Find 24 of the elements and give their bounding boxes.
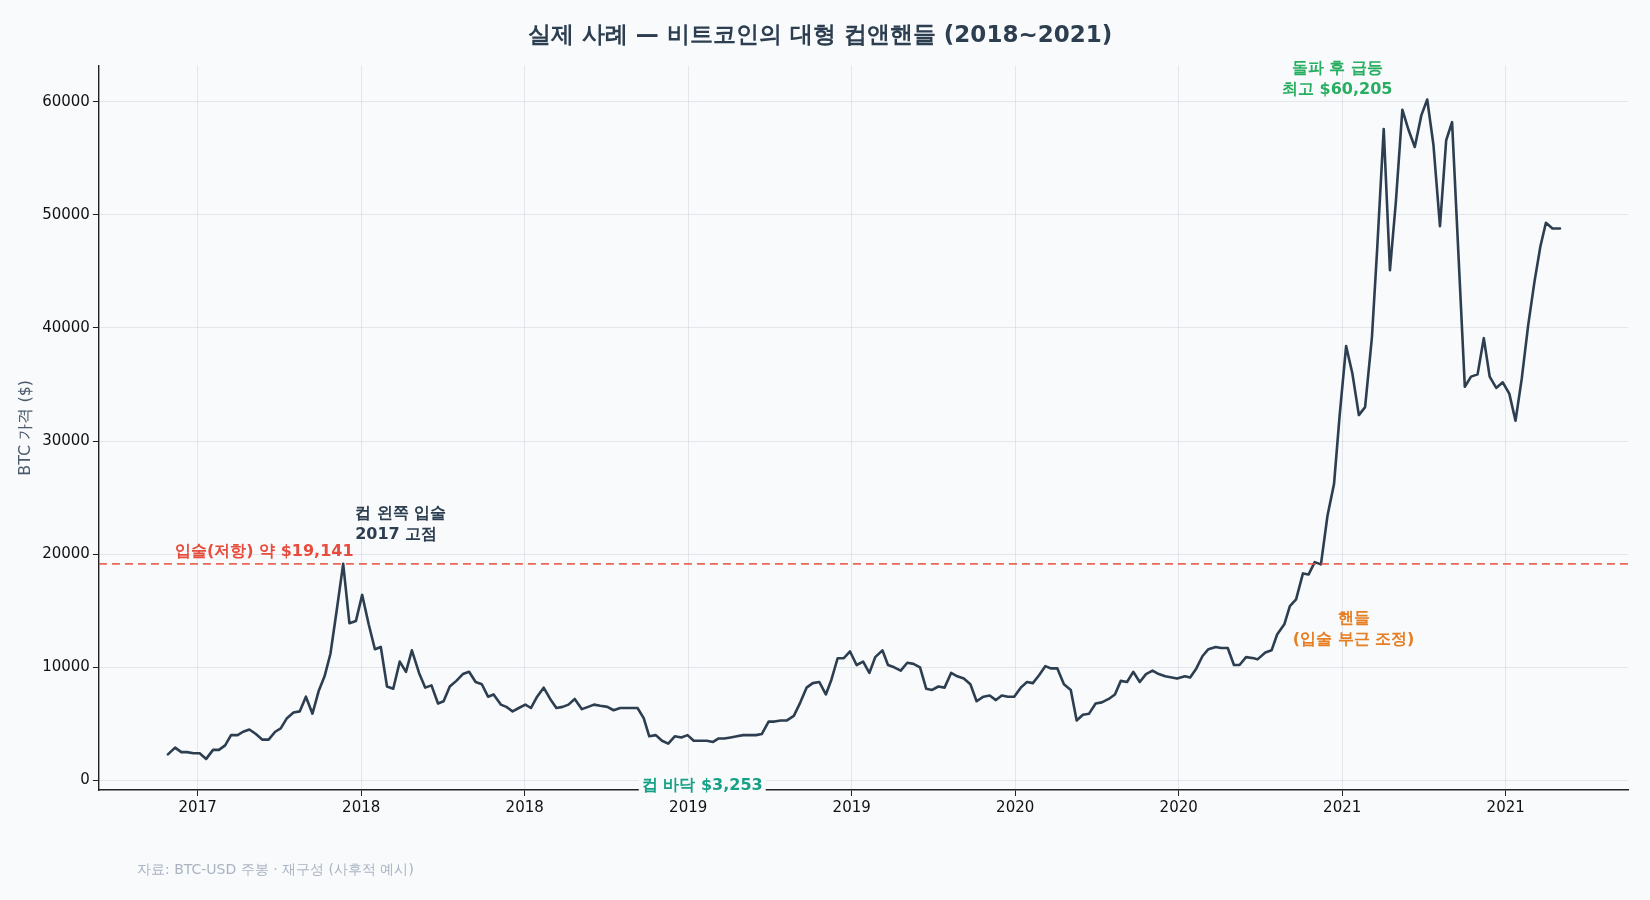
x-tick-label: 2018: [342, 797, 381, 816]
x-tick-label: 2018: [505, 797, 544, 816]
annotation: 돌파 후 급등 최고 $60,205: [1281, 58, 1393, 99]
x-tick-label: 2017: [178, 797, 217, 816]
y-tick-label: 0: [80, 770, 90, 789]
annotation: 컵 왼쪽 입술 2017 고점: [355, 502, 447, 543]
x-tick-label: 2020: [1159, 797, 1198, 816]
y-axis-title: BTC 가격 ($): [14, 379, 34, 476]
x-tick-label: 2021: [1486, 797, 1525, 816]
x-tick-label: 2020: [996, 797, 1035, 816]
y-tick-label: 10000: [42, 657, 90, 676]
ref-line-label: 입술(저항) 약 $19,141: [174, 541, 354, 561]
y-tick-label: 60000: [42, 91, 90, 110]
chart-title: 실제 사례 — 비트코인의 대형 컵앤핸들 (2018~2021): [527, 20, 1113, 47]
annotation: 핸들 (입술 부근 조정): [1292, 607, 1415, 648]
annotation: 컵 바닥 $3,253: [641, 774, 763, 794]
y-tick-label: 20000: [42, 544, 90, 563]
x-tick-label: 2019: [669, 797, 708, 816]
text: 자료: BTC-USD 주봉 · 재구성 (사후적 예시): [137, 860, 414, 877]
x-tick-label: 2021: [1323, 797, 1362, 816]
y-tick-label: 40000: [42, 317, 90, 336]
y-tick-label: 30000: [42, 430, 90, 449]
y-tick-label: 50000: [42, 204, 90, 223]
x-tick-label: 2019: [832, 797, 871, 816]
